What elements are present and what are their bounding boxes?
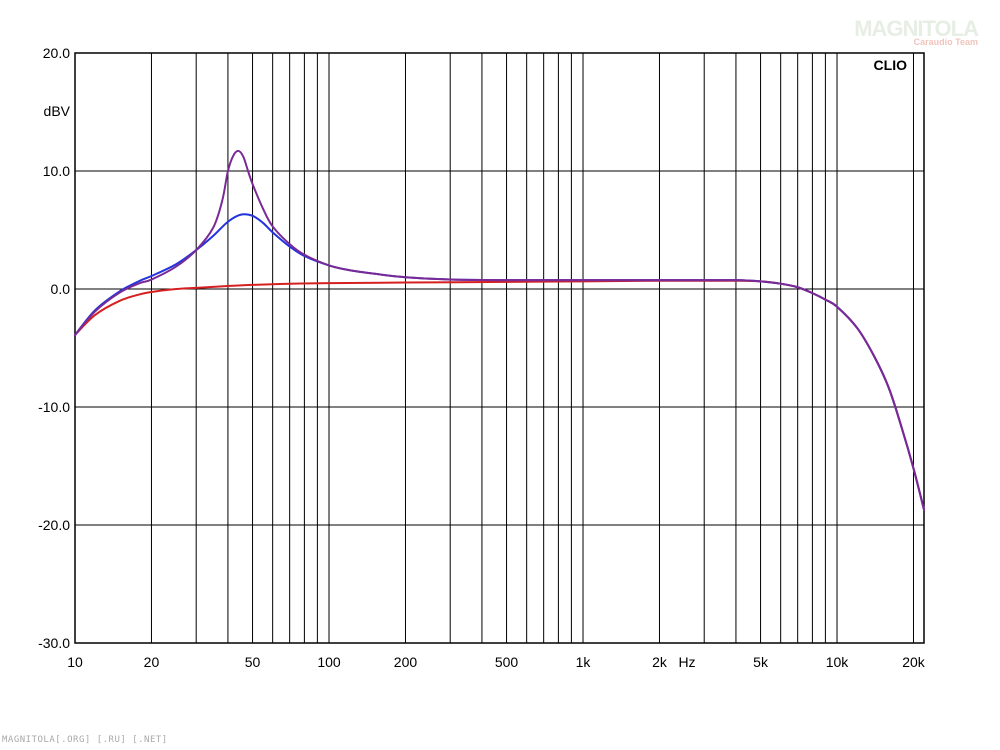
brand-label: CLIO bbox=[874, 57, 908, 73]
y-tick-label: -30.0 bbox=[38, 635, 70, 651]
footer-text: MAGNITOLA[.ORG] [.RU] [.NET] bbox=[2, 735, 168, 745]
y-tick-label: -20.0 bbox=[38, 517, 70, 533]
y-axis-label: dBV bbox=[44, 103, 71, 119]
series-line-3 bbox=[74, 149, 925, 511]
x-tick-label: 2k bbox=[652, 654, 668, 670]
y-tick-label: 10.0 bbox=[43, 163, 70, 179]
y-tick-label: 20.0 bbox=[43, 45, 70, 61]
plot-frame bbox=[74, 52, 925, 644]
y-tick-label: 0.0 bbox=[51, 281, 71, 297]
x-tick-label: 20 bbox=[144, 654, 160, 670]
x-axis-label: Hz bbox=[678, 654, 695, 670]
watermark-sub: Caraudio Team bbox=[913, 37, 978, 47]
x-tick-label: 5k bbox=[753, 654, 769, 670]
x-tick-label: 10k bbox=[826, 654, 850, 670]
x-tick-label: 1k bbox=[576, 654, 592, 670]
x-tick-label: 100 bbox=[317, 654, 341, 670]
grid-lines bbox=[75, 53, 924, 643]
x-tick-label: 10 bbox=[67, 654, 83, 670]
x-tick-label: 50 bbox=[245, 654, 261, 670]
watermark-main: MAGNITOLA bbox=[854, 16, 979, 41]
series-line-1 bbox=[74, 279, 925, 511]
x-tick-label: 20k bbox=[902, 654, 926, 670]
x-tick-label: 500 bbox=[495, 654, 519, 670]
x-tick-label: 200 bbox=[394, 654, 418, 670]
watermark-logo: MAGNITOLA Caraudio Team bbox=[854, 16, 979, 47]
series-lines bbox=[74, 149, 925, 511]
series-line-2 bbox=[74, 213, 925, 511]
y-tick-label: -10.0 bbox=[38, 399, 70, 415]
tick-labels: 10 20 50 100 200 500 1k 2k 5k 10k 20k 20.0 10.0 0.0 -1… bbox=[38, 45, 926, 670]
